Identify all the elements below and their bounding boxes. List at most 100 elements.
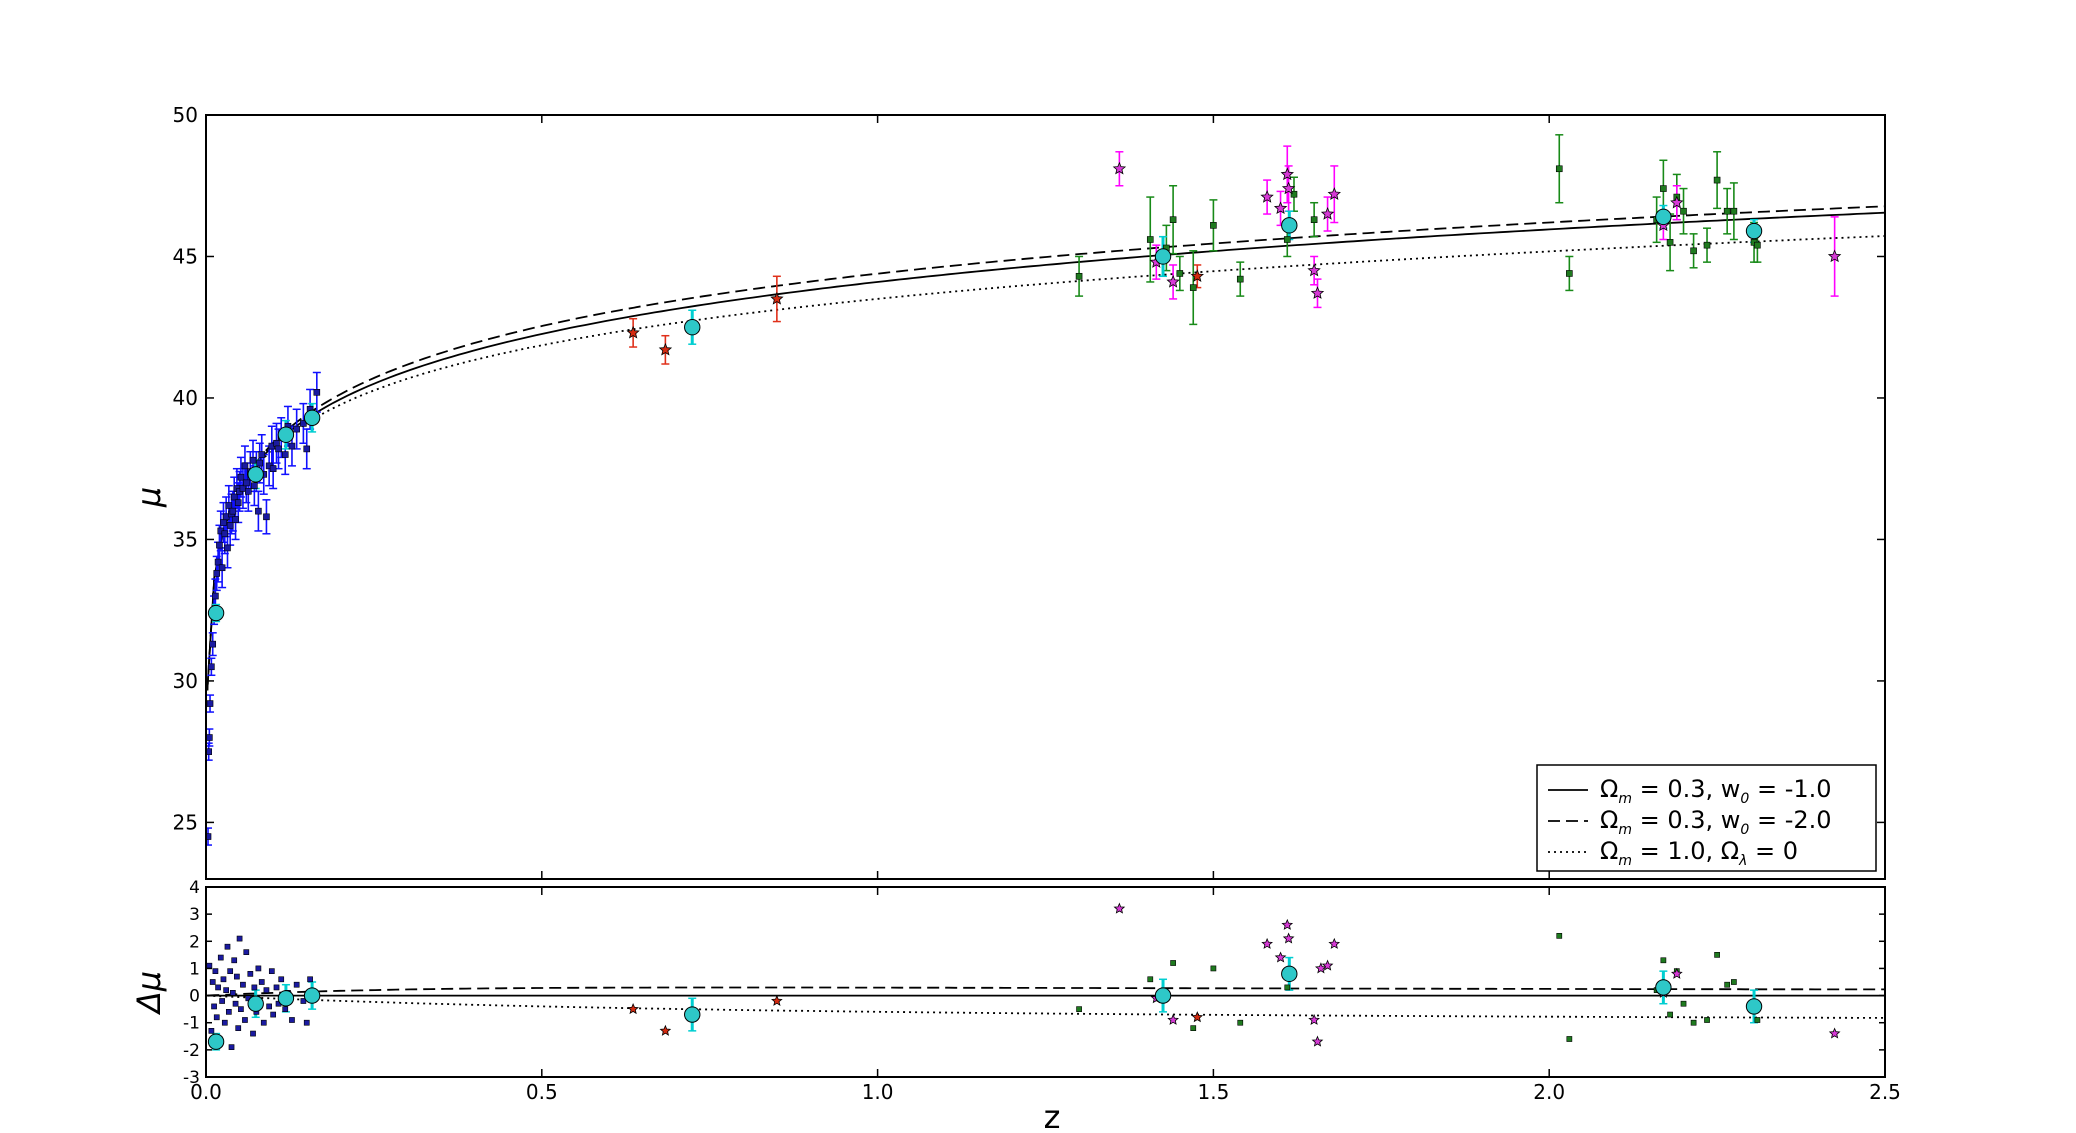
data-point-star <box>1190 269 1205 282</box>
data-point-circle <box>247 466 264 483</box>
data-point-square <box>1566 270 1573 277</box>
data-point-star <box>1320 206 1335 220</box>
data-point-square <box>213 1014 220 1021</box>
data-point-star <box>1327 187 1341 200</box>
data-point-square <box>211 1003 217 1010</box>
data-point-circle <box>1154 987 1172 1004</box>
data-point-circle <box>1281 965 1298 983</box>
data-point-square <box>242 479 250 487</box>
x-tick-label: 1.5 <box>1197 1080 1229 1104</box>
data-point-square <box>221 530 229 538</box>
data-point-circle <box>277 426 295 443</box>
main-y-tick-label: 45 <box>173 244 198 268</box>
x-tick-label: 0.0 <box>190 1080 222 1104</box>
data-point-star <box>659 1024 672 1036</box>
legend-entry: Ωm = 1.0, Ωλ = 0 <box>1600 837 1798 867</box>
data-point-square <box>232 1000 239 1007</box>
residual-y-tick-label: 3 <box>189 905 200 925</box>
data-point-square <box>300 998 307 1004</box>
data-point-square <box>223 987 229 993</box>
data-point-square <box>1210 222 1217 229</box>
data-point-square <box>247 971 254 977</box>
data-point-square <box>268 968 275 974</box>
data-point-square <box>1704 1017 1710 1023</box>
main-plot-frame <box>205 114 1886 880</box>
data-point-square <box>206 700 214 707</box>
data-point-square <box>288 442 296 450</box>
residual-y-tick-label: -2 <box>183 1041 200 1061</box>
data-point-circle <box>1281 217 1298 234</box>
data-point-star <box>1260 190 1274 203</box>
data-point-circle <box>684 1006 701 1023</box>
data-point-square <box>1146 236 1154 243</box>
data-point-square <box>226 521 234 529</box>
data-point-square <box>1660 185 1667 192</box>
data-point-square <box>209 640 217 648</box>
data-point-square <box>235 1025 242 1031</box>
data-point-square <box>249 456 257 464</box>
main-y-tick-label: 35 <box>173 527 198 551</box>
data-point-star <box>771 994 783 1006</box>
data-point-square <box>225 502 233 509</box>
residual-panel: -3 -2 -1 0 1 2 3 4 0.0 0.5 1.0 1.5 2.0 2.5 Δμ z <box>130 878 1901 1133</box>
data-point-square <box>242 1017 248 1023</box>
data-point-square <box>1666 239 1674 246</box>
data-point-square <box>1556 933 1563 939</box>
data-point-star <box>1167 1013 1179 1025</box>
main-data-points <box>206 161 1842 840</box>
data-point-star <box>1282 932 1295 944</box>
residual-error-bars <box>212 956 1759 1051</box>
data-point-square <box>255 507 262 515</box>
data-point-star <box>1310 286 1325 299</box>
residual-axis-ticks: -3 -2 -1 0 1 2 3 4 0.0 0.5 1.0 1.5 2.0 2.5 <box>183 878 1901 1104</box>
data-point-square <box>1237 1019 1244 1026</box>
data-point-square <box>232 516 239 523</box>
legend: Ωm = 0.3, w0 = -1.0Ωm = 0.3, w0 = -2.0Ωm… <box>1536 764 1877 872</box>
data-point-square <box>227 968 234 974</box>
data-point-square <box>1667 1011 1673 1018</box>
data-point-star <box>1828 1027 1841 1039</box>
data-point-square <box>270 1011 277 1018</box>
data-point-square <box>230 990 236 996</box>
x-axis-label: z <box>1044 1098 1061 1133</box>
data-point-square <box>1290 190 1298 198</box>
data-point-star <box>626 325 640 339</box>
data-point-square <box>1075 272 1083 280</box>
data-point-square <box>289 1017 295 1023</box>
model-curve-dashed <box>206 205 1885 691</box>
data-point-square <box>225 1009 232 1015</box>
data-point-square <box>245 488 252 495</box>
data-point-circle <box>684 319 701 336</box>
data-point-star <box>658 342 673 356</box>
main-y-tick-label: 40 <box>173 386 198 410</box>
x-tick-label: 2.0 <box>1533 1080 1565 1104</box>
data-point-square <box>206 962 213 969</box>
main-y-tick-label: 25 <box>173 810 198 834</box>
data-point-square <box>1555 165 1563 173</box>
data-point-square <box>1724 981 1731 988</box>
data-point-square <box>307 976 313 983</box>
data-point-square <box>217 954 224 961</box>
data-point-square <box>224 943 231 950</box>
data-point-square <box>303 1019 310 1026</box>
main-y-tick-label: 30 <box>173 669 198 693</box>
data-point-square <box>221 1019 228 1026</box>
data-point-square <box>208 1028 215 1034</box>
legend-label: Ωm = 0.3, w0 = -2.0 <box>1600 806 1832 836</box>
data-point-square <box>243 949 250 955</box>
data-point-square <box>278 976 285 983</box>
main-error-bars <box>206 134 1839 846</box>
data-point-square <box>303 445 311 453</box>
data-point-square <box>1210 965 1217 972</box>
data-point-square <box>1283 236 1291 243</box>
data-point-star <box>1281 181 1296 195</box>
data-point-star <box>1671 967 1683 979</box>
data-point-star <box>1314 962 1327 974</box>
data-point-circle <box>1745 998 1763 1015</box>
data-point-square <box>266 1003 272 1010</box>
data-point-square <box>1169 216 1177 223</box>
data-point-square <box>313 389 321 396</box>
data-point-circle <box>247 995 264 1012</box>
data-point-square <box>1176 270 1184 277</box>
data-point-square <box>228 1044 235 1050</box>
